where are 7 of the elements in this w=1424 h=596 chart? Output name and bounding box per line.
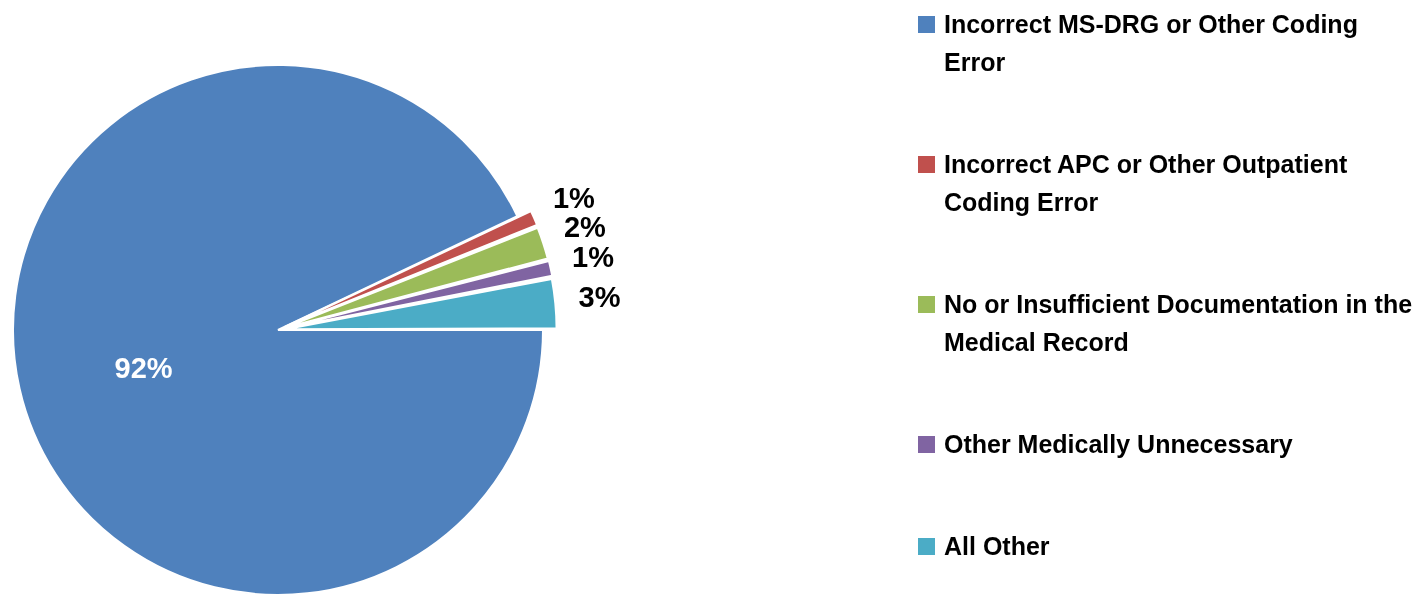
legend-label: Other Medically Unnecessary bbox=[944, 429, 1293, 460]
data-label: 3% bbox=[578, 281, 621, 314]
legend-label: Incorrect MS-DRG or Other Coding Error bbox=[944, 9, 1359, 78]
data-label: 92% bbox=[114, 352, 173, 385]
legend-label: No or Insufficient Documentation in the Medical Record bbox=[944, 289, 1414, 358]
legend-label: Incorrect APC or Other Outpatient Coding Error bbox=[944, 149, 1349, 218]
legend-label: All Other bbox=[944, 531, 1050, 562]
